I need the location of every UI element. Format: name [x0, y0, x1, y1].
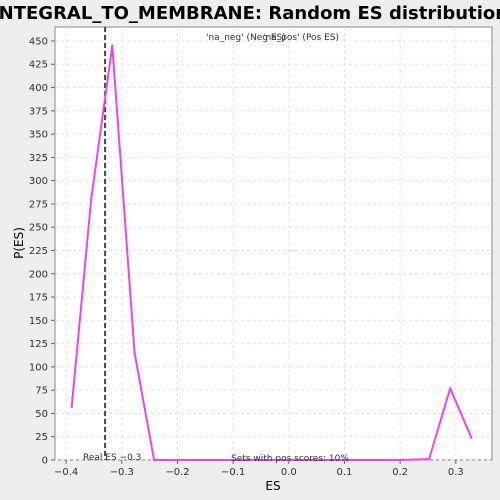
data-point — [89, 198, 93, 201]
y-tick-label: 125 — [29, 339, 48, 350]
x-tick-label: −0.4 — [54, 467, 78, 478]
y-tick-label: 175 — [29, 293, 48, 304]
series-group — [70, 44, 473, 462]
y-tick-label: 225 — [29, 246, 48, 257]
x-tick-label: 0.2 — [392, 467, 408, 478]
y-tick-label: 375 — [29, 106, 48, 117]
y-tick-label: 325 — [29, 153, 48, 164]
y-tick-label: 200 — [29, 269, 48, 280]
data-point — [133, 351, 136, 355]
data-point — [70, 405, 73, 409]
y-tick-label: 425 — [29, 60, 48, 71]
y-tick-label: 25 — [35, 432, 48, 443]
x-tick-label: 0.1 — [337, 467, 353, 478]
data-point — [470, 436, 473, 439]
legend-item-pos: 'na_pos' (Pos ES) — [263, 33, 339, 43]
y-tick-label: 100 — [29, 362, 48, 373]
data-point — [427, 457, 431, 461]
grid-lines — [55, 27, 492, 461]
x-tick-label: −0.3 — [110, 467, 134, 478]
y-tick-label: 450 — [29, 36, 48, 47]
x-tick-label: −0.2 — [165, 467, 189, 478]
x-axis-ticks: −0.4 −0.3 −0.2 −0.1 0.0 0.1 0.2 0.3 — [54, 460, 464, 478]
y-tick-label: 50 — [35, 409, 48, 420]
y-axis-ticks: 0 25 50 75 100 125 150 175 200 225 250 275 300 325 350… — [29, 36, 55, 467]
data-point — [449, 387, 452, 390]
data-point — [231, 458, 235, 462]
y-tick-label: 400 — [29, 83, 48, 94]
y-tick-label: 150 — [29, 316, 48, 327]
x-tick-label: −0.1 — [221, 467, 245, 478]
pos-scores-label: Sets with pos scores: 10% — [231, 454, 349, 464]
y-tick-label: 350 — [29, 130, 48, 141]
data-point — [111, 44, 114, 47]
chart-title: INTEGRAL_TO_MEMBRANE: Random ES distribu… — [0, 3, 500, 24]
y-tick-label: 275 — [29, 199, 48, 210]
y-tick-label: 75 — [35, 386, 48, 397]
x-axis-label: ES — [265, 479, 280, 493]
data-point — [287, 458, 291, 462]
data-point — [176, 458, 179, 462]
data-point — [398, 458, 402, 462]
data-point — [343, 458, 346, 462]
x-tick-label: 0.0 — [281, 467, 297, 478]
y-tick-label: 300 — [29, 176, 48, 187]
y-tick-label: 0 — [42, 456, 48, 467]
y-tick-label: 250 — [29, 223, 48, 234]
data-point — [152, 458, 156, 462]
x-tick-label: 0.3 — [448, 467, 464, 478]
real-es-label: Real ES −0.3 — [83, 453, 141, 463]
legend-item-neg: 'na_neg' (Neg ES) — [206, 33, 286, 43]
y-axis-label: P(ES) — [12, 227, 26, 259]
plot-area — [54, 26, 493, 461]
